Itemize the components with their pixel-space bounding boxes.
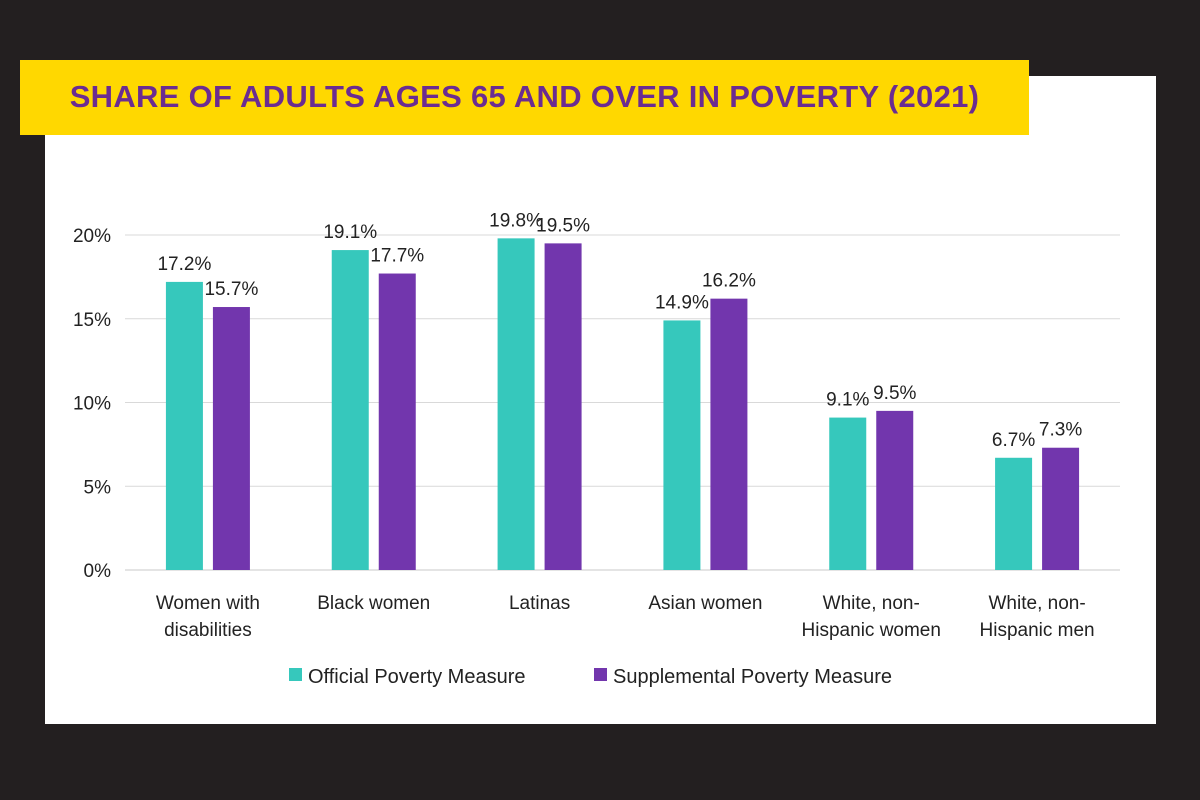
legend-swatch bbox=[594, 668, 607, 681]
data-label: 16.2% bbox=[702, 271, 756, 292]
y-tick-label: 10% bbox=[73, 394, 111, 415]
data-label: 7.3% bbox=[1039, 420, 1082, 441]
x-tick-label: Black women bbox=[317, 593, 430, 614]
y-tick-label: 20% bbox=[73, 226, 111, 247]
bar bbox=[1042, 447, 1080, 570]
bar bbox=[663, 320, 701, 570]
data-label: 19.1% bbox=[323, 222, 377, 243]
y-tick-label: 0% bbox=[84, 561, 112, 582]
data-label: 15.7% bbox=[204, 279, 258, 300]
data-label: 9.5% bbox=[873, 383, 916, 404]
data-label: 9.1% bbox=[826, 390, 869, 411]
bar bbox=[165, 281, 203, 570]
chart-title: SHARE OF ADULTS AGES 65 AND OVER IN POVE… bbox=[69, 79, 980, 114]
data-label: 17.7% bbox=[370, 246, 424, 267]
data-label: 6.7% bbox=[992, 430, 1035, 451]
bar bbox=[378, 273, 416, 570]
bar bbox=[497, 238, 535, 570]
bar bbox=[710, 298, 748, 570]
x-tick-label: Asian women bbox=[648, 593, 762, 614]
bar bbox=[829, 417, 867, 570]
bar bbox=[544, 243, 582, 570]
legend-label: Official Poverty Measure bbox=[308, 666, 526, 688]
data-label: 19.5% bbox=[536, 215, 590, 236]
x-tick-label: disabilities bbox=[164, 620, 252, 641]
data-label: 19.8% bbox=[489, 210, 543, 231]
data-label: 14.9% bbox=[655, 292, 709, 313]
title-banner bbox=[20, 60, 1029, 135]
x-tick-label: Hispanic men bbox=[980, 620, 1095, 641]
x-tick-label: Latinas bbox=[509, 593, 570, 614]
x-tick-label: Hispanic women bbox=[802, 620, 941, 641]
bar bbox=[331, 250, 369, 570]
x-tick-label: White, non- bbox=[823, 593, 920, 614]
legend-label: Supplemental Poverty Measure bbox=[613, 666, 892, 688]
x-tick-label: White, non- bbox=[989, 593, 1086, 614]
legend-swatch bbox=[289, 668, 302, 681]
y-tick-label: 15% bbox=[73, 310, 111, 331]
y-tick-label: 5% bbox=[84, 477, 112, 498]
bar bbox=[995, 457, 1033, 570]
x-tick-label: Women with bbox=[156, 593, 260, 614]
bar bbox=[212, 307, 250, 570]
data-label: 17.2% bbox=[157, 254, 211, 275]
bar bbox=[876, 410, 914, 570]
